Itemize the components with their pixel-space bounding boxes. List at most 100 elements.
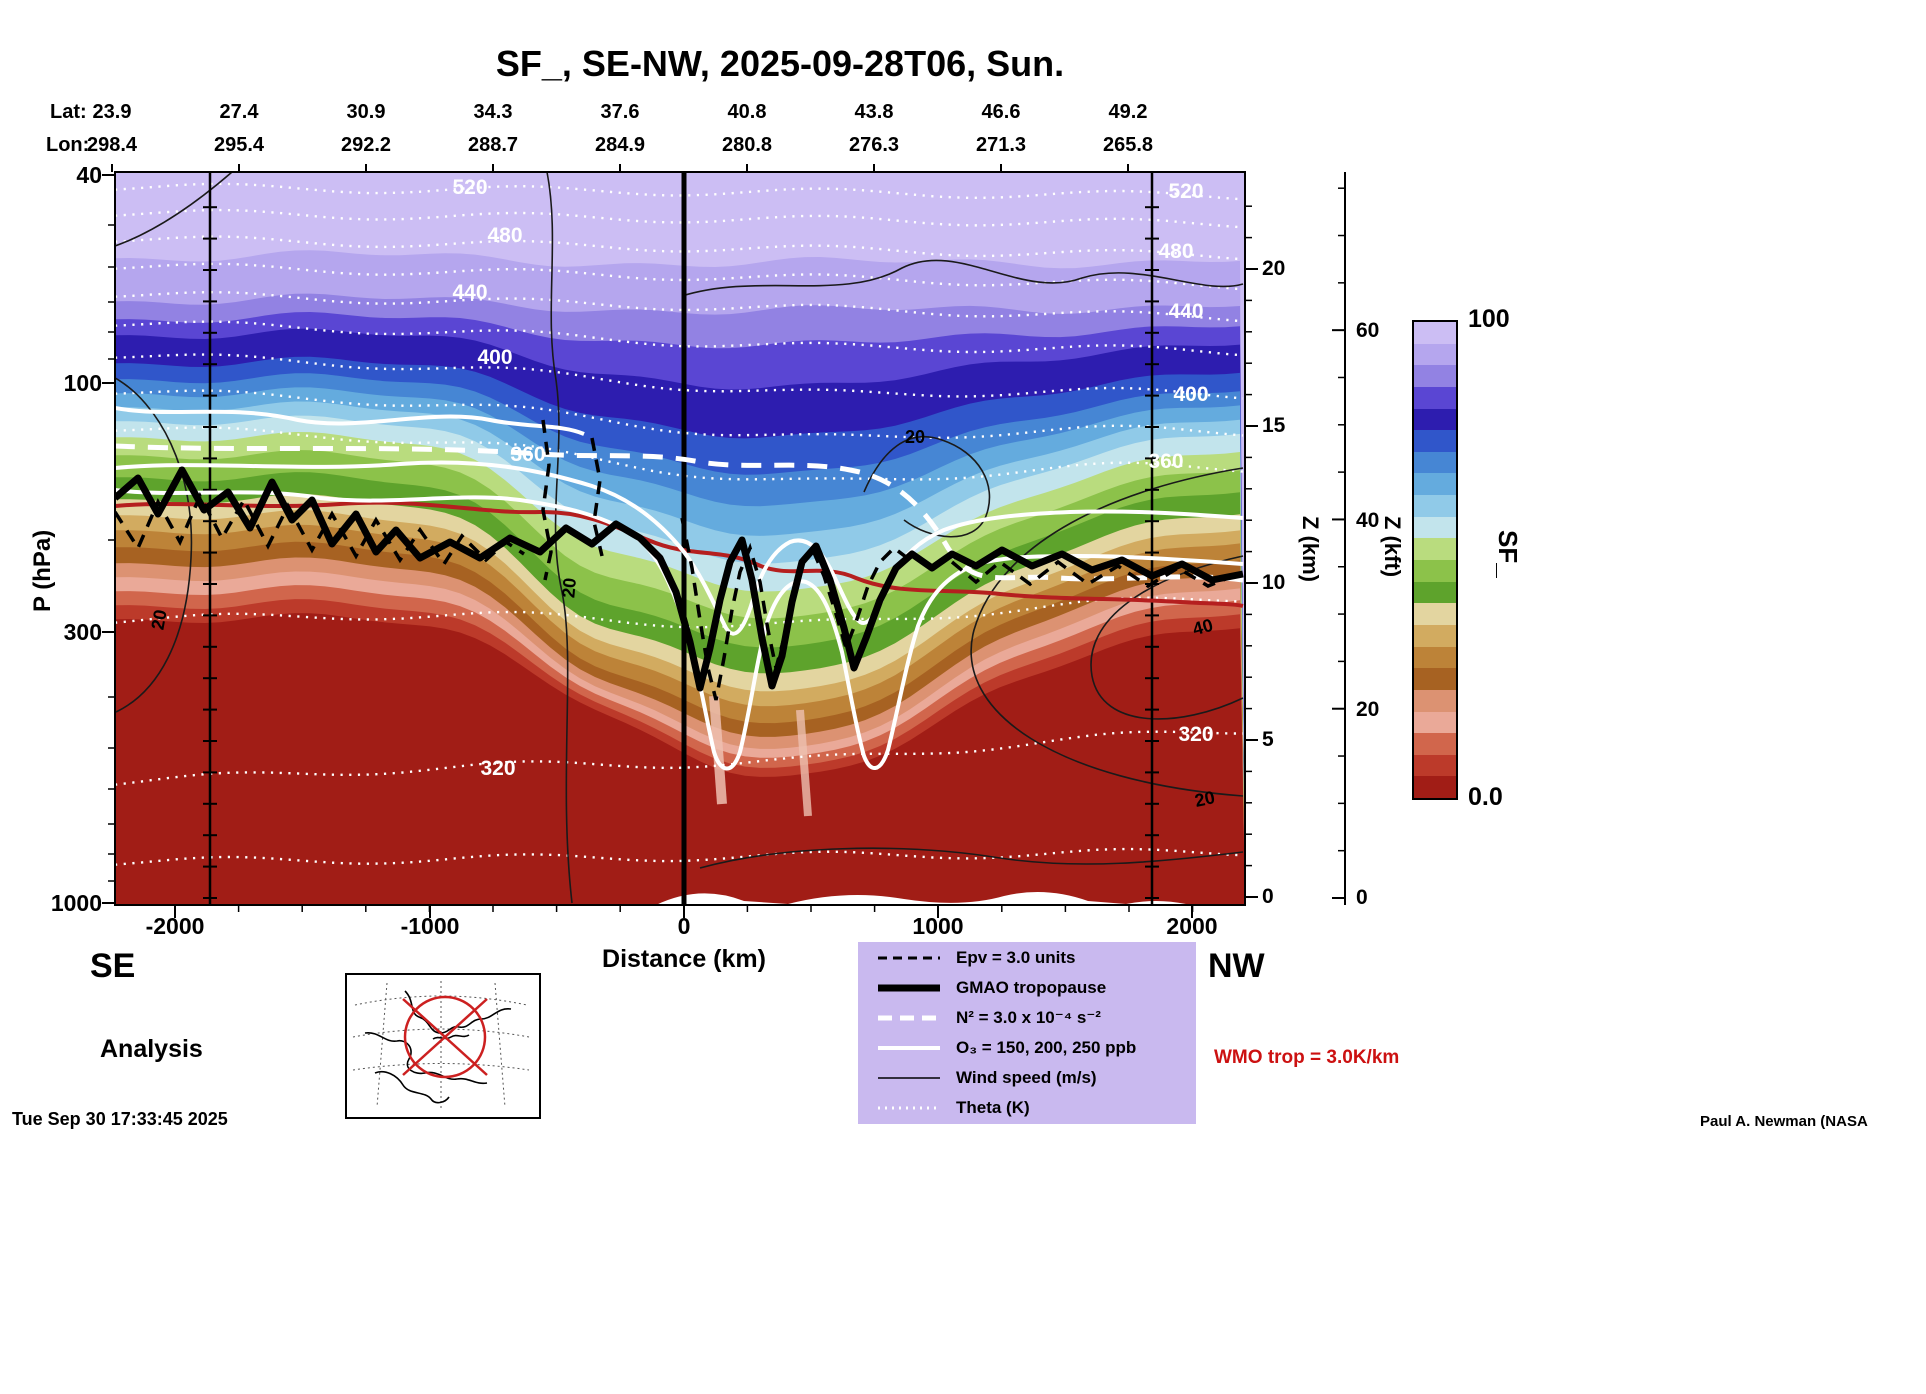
distance-tick-label: -2000	[145, 913, 205, 939]
sf-fill-field	[115, 172, 1245, 905]
map-graticule	[352, 981, 530, 1109]
lon-tick-label: 271.3	[975, 134, 1027, 156]
pressure-tick-label: 100	[63, 370, 102, 396]
lon-tick-label: 298.4	[86, 134, 138, 156]
theta-contours	[115, 182, 1244, 866]
wind-contour-label: 20	[147, 608, 171, 632]
legend-item-theta: Theta (K)	[858, 1095, 1196, 1121]
wind-contour-label: 20	[1192, 787, 1217, 811]
colorbar-segment	[1414, 560, 1456, 582]
legend-label: GMAO tropopause	[956, 978, 1107, 997]
legend-item-wind: Wind speed (m/s)	[858, 1065, 1196, 1091]
theta-contour-label: 360	[1148, 450, 1184, 473]
colorbar-segment	[1414, 516, 1456, 539]
colorbar-segment	[1414, 538, 1456, 561]
legend-item-gmao: GMAO tropopause	[858, 975, 1196, 1001]
theta-line-sample	[878, 1106, 940, 1110]
colorbar-segment	[1414, 430, 1456, 452]
theta-contour-label: 480	[487, 224, 523, 247]
theta-contour-label: 360	[510, 443, 546, 466]
theta-contour-label: 400	[1173, 383, 1209, 406]
theta-contour-label: 400	[477, 346, 513, 369]
legend-label: N² = 3.0 x 10⁻⁴ s⁻²	[956, 1008, 1101, 1027]
endpoint-nw-label: NW	[1208, 947, 1265, 985]
gmao-tropopause-line	[115, 466, 1244, 692]
legend-item-n2: N² = 3.0 x 10⁻⁴ s⁻²	[858, 1005, 1196, 1031]
lon-tick-label: 265.8	[1102, 134, 1154, 156]
wind-contour-label: 20	[904, 427, 926, 447]
theta-contour-label: 320	[1178, 723, 1214, 746]
analysis-label: Analysis	[100, 1035, 203, 1063]
legend-label: Theta (K)	[956, 1098, 1030, 1117]
zkft-axis-label: Z (kft)	[1380, 516, 1405, 578]
colorbar-min-label: 0.0	[1468, 783, 1503, 811]
distance-tick-label: 2000	[1166, 913, 1218, 939]
theta-contour-label: 520	[1168, 180, 1204, 203]
theta-contour-label: 520	[452, 176, 488, 199]
legend-item-o3: O₃ = 150, 200, 250 ppb	[858, 1035, 1196, 1061]
zkft-tick-label: 0	[1356, 886, 1368, 909]
colorbar-segment	[1414, 451, 1456, 474]
distance-tick-label: -1000	[400, 913, 460, 939]
epv-contours	[115, 419, 1244, 701]
lat-tick-label: 30.9	[346, 101, 386, 123]
zkm-tick-label: 5	[1262, 728, 1274, 751]
colorbar-segment	[1414, 343, 1456, 366]
theta-contour-label: 480	[1158, 240, 1194, 263]
pressure-tick-label: 1000	[50, 890, 102, 916]
lat-tick-label: 40.8	[727, 101, 767, 123]
timestamp: Tue Sep 30 17:33:45 2025	[12, 1109, 228, 1129]
wind-contour-label: 20	[558, 576, 580, 599]
colorbar-segment	[1414, 733, 1456, 755]
lon-tick-label: 284.9	[594, 134, 646, 156]
zkm-axis-label: Z (km)	[1298, 516, 1323, 582]
zkft-tick-label: 40	[1356, 509, 1380, 532]
zkm-tick-label: 15	[1262, 414, 1286, 437]
distance-tick-label: 1000	[912, 913, 964, 939]
colorbar-segment	[1414, 408, 1456, 431]
colorbar-segment	[1414, 646, 1456, 669]
epv-line-sample	[878, 956, 940, 960]
colorbar-segment	[1414, 386, 1456, 409]
lat-tick-label: 37.6	[600, 101, 640, 123]
lon-tick-label: 292.2	[340, 134, 392, 156]
lon-tick-label: 280.8	[721, 134, 773, 156]
colorbar-segment	[1414, 365, 1456, 387]
chart-title: SF_, SE-NW, 2025-09-28T06, Sun.	[495, 43, 1065, 84]
colorbar-title: SF_	[1493, 530, 1523, 578]
map-inset	[345, 973, 541, 1119]
zkm-tick-label: 10	[1262, 571, 1286, 594]
o3-line-sample	[878, 1046, 940, 1050]
map-inset-graphic	[352, 981, 530, 1109]
lat-tick-label: 27.4	[219, 101, 259, 123]
endpoint-se-label: SE	[90, 947, 136, 985]
lat-tick-label: 23.9	[92, 101, 132, 123]
colorbar-segment	[1414, 668, 1456, 690]
colorbar-segments	[1414, 322, 1456, 799]
legend-item-epv: Epv = 3.0 units	[858, 945, 1196, 971]
theta-contour-label: 320	[480, 757, 516, 780]
colorbar-segment	[1414, 689, 1456, 712]
colorbar-segment	[1414, 495, 1456, 517]
colorbar-segment	[1414, 754, 1456, 777]
colorbar-segment	[1414, 624, 1456, 647]
wind-speed-contours	[115, 172, 1244, 904]
vertical-marker-lines	[203, 172, 1159, 905]
distance-axis-label: Distance (km)	[602, 945, 766, 973]
lat-tick-label: 43.8	[854, 101, 894, 123]
wmo-trop-note: WMO trop = 3.0K/km	[1214, 1047, 1400, 1068]
legend-label: O₃ = 150, 200, 250 ppb	[956, 1038, 1137, 1057]
pressure-axis-label: P (hPa)	[29, 529, 56, 612]
gmao-line-sample	[878, 984, 940, 992]
map-coastline	[364, 990, 512, 1104]
colorbar	[1412, 320, 1458, 800]
colorbar-segment	[1414, 776, 1456, 799]
z-kft-axis	[1332, 172, 1346, 905]
pressure-tick-label: 40	[76, 162, 102, 188]
theta-contour-label: 440	[1168, 300, 1204, 323]
map-cross-section-marker	[402, 995, 488, 1079]
axis-ticks	[102, 164, 1258, 918]
lon-axis-label: Lon:	[46, 134, 90, 156]
